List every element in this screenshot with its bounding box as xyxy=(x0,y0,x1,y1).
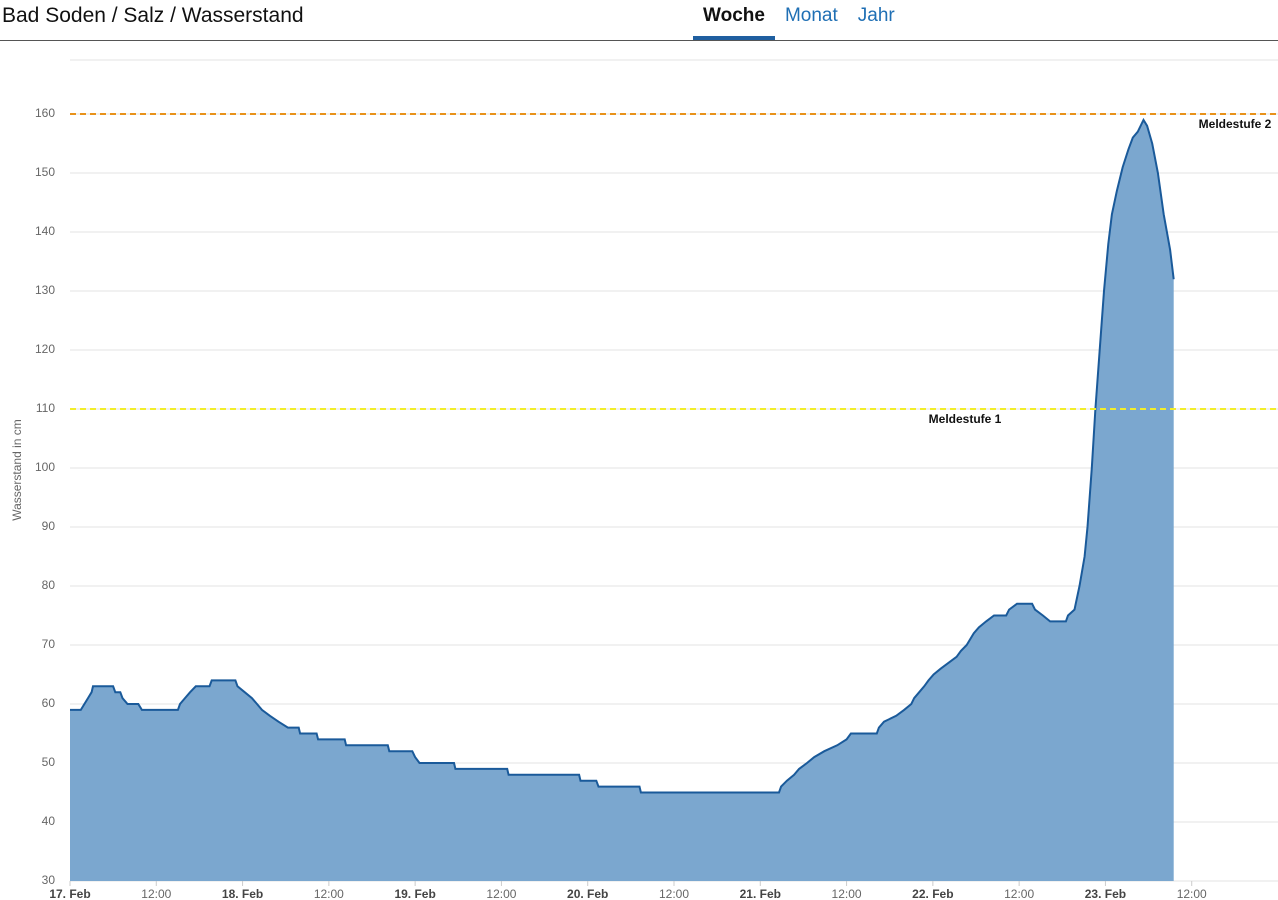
tab[interactable]: Woche xyxy=(693,0,775,40)
x-tick-label: 12:00 xyxy=(659,887,689,900)
y-tick-label: 90 xyxy=(42,519,56,533)
x-tick-label: 12:00 xyxy=(141,887,171,900)
y-tick-label: 160 xyxy=(35,106,55,120)
threshold-label: Meldestufe 1 xyxy=(929,412,1002,426)
x-tick-label: 21. Feb xyxy=(740,887,781,900)
y-tick-label: 40 xyxy=(42,814,56,828)
y-tick-label: 140 xyxy=(35,224,55,238)
tab[interactable]: Monat xyxy=(784,5,838,26)
x-tick-label: 18. Feb xyxy=(222,887,263,900)
y-tick-label: 130 xyxy=(35,283,55,297)
y-tick-label: 30 xyxy=(42,873,56,887)
y-tick-label: 80 xyxy=(42,578,56,592)
y-tick-label: 100 xyxy=(35,460,55,474)
x-tick-label: 20. Feb xyxy=(567,887,608,900)
x-tick-label: 22. Feb xyxy=(912,887,953,900)
series-line xyxy=(70,117,1175,794)
x-tick-label: 12:00 xyxy=(1177,887,1207,900)
y-tick-label: 150 xyxy=(35,165,55,179)
page-title: Bad Soden / Salz / Wasserstand xyxy=(2,4,304,27)
y-tick-label: 70 xyxy=(42,637,56,651)
y-tick-label: 60 xyxy=(42,696,56,710)
tab-bar: Woche Monat Jahr xyxy=(693,0,905,40)
x-tick-label: 12:00 xyxy=(1004,887,1034,900)
y-tick-label: 110 xyxy=(36,401,55,415)
x-tick-label: 12:00 xyxy=(832,887,862,900)
y-tick-label: 120 xyxy=(35,342,55,356)
x-tick-label: 19. Feb xyxy=(394,887,435,900)
tab[interactable]: Jahr xyxy=(857,5,895,26)
y-axis-label: Wasserstand in cm xyxy=(10,419,24,521)
area-fill xyxy=(70,119,1174,881)
threshold-label: Meldestufe 2 xyxy=(1199,117,1272,131)
x-tick-label: 12:00 xyxy=(314,887,344,900)
x-tick-label: 23. Feb xyxy=(1085,887,1126,900)
y-tick-label: 50 xyxy=(42,755,56,769)
x-tick-label: 17. Feb xyxy=(49,887,90,900)
x-tick-label: 12:00 xyxy=(486,887,516,900)
header-rule xyxy=(0,40,1278,41)
